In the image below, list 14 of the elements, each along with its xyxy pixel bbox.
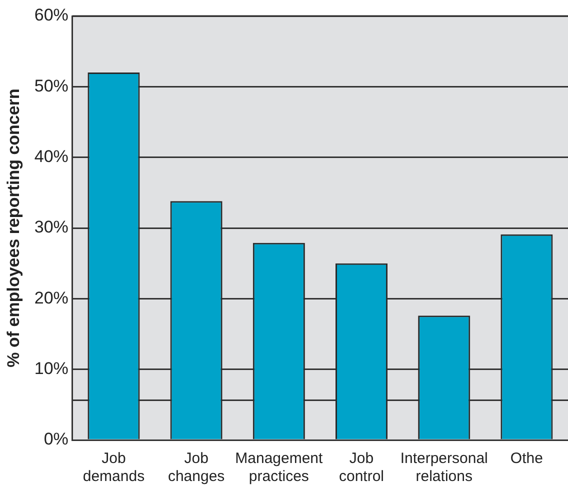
y-tick-label: 50% bbox=[34, 76, 68, 96]
x-tick-label: Job control bbox=[338, 450, 384, 486]
y-tick-label: 10% bbox=[34, 359, 68, 378]
y-tick-label: 30% bbox=[34, 218, 68, 237]
y-tick-label: 60% bbox=[34, 6, 68, 25]
x-tick-label: Job changes bbox=[168, 450, 225, 486]
y-tick-label: 40% bbox=[34, 147, 68, 166]
y-tick-label: 0% bbox=[44, 430, 68, 449]
x-tick-label: Management practices bbox=[235, 450, 324, 486]
x-tick-label: Job demands bbox=[82, 450, 145, 486]
y-axis-title: % of employees reporting concern bbox=[4, 88, 23, 368]
y-tick-label: 20% bbox=[34, 288, 68, 308]
x-tick-label: Othe bbox=[510, 450, 543, 468]
x-tick-label: Interpersonal relations bbox=[400, 450, 488, 486]
